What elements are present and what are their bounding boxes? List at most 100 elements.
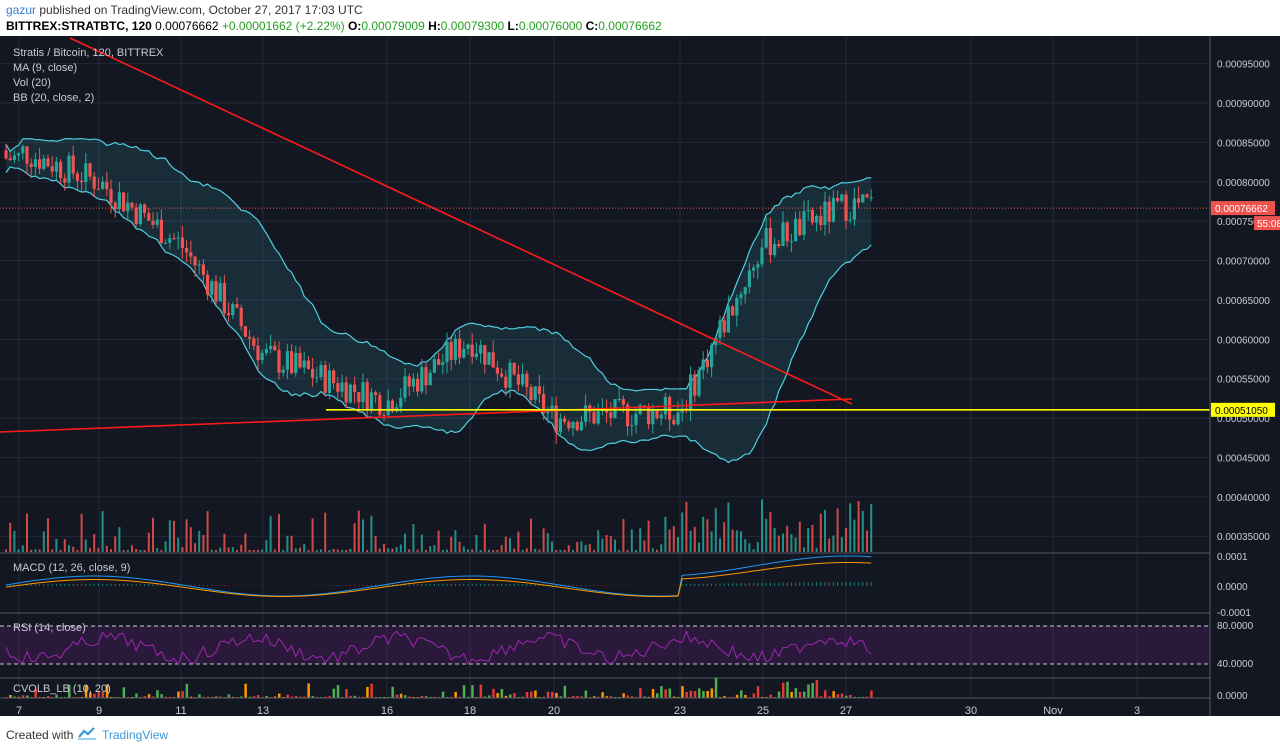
volume-bar bbox=[857, 500, 860, 552]
candle-body bbox=[743, 287, 747, 295]
volume-bar bbox=[656, 549, 658, 552]
cvolb-bar bbox=[236, 696, 239, 698]
volume-bar bbox=[555, 549, 558, 552]
support-tag: 0.00051050 bbox=[1215, 406, 1268, 417]
candle-body bbox=[441, 362, 445, 365]
volume-bar bbox=[294, 548, 297, 552]
volume-bar bbox=[668, 529, 671, 552]
candle-body bbox=[781, 222, 785, 247]
cvolb-bar bbox=[126, 696, 130, 698]
volume-bar bbox=[807, 528, 810, 552]
cvolb-bar bbox=[815, 680, 819, 698]
cvolb-bar bbox=[563, 685, 567, 698]
chart-canvas[interactable]: MACD (12, 26, close, 9) 0.0001 0.0000 -0.00… bbox=[0, 36, 1280, 717]
volume-bar bbox=[576, 541, 579, 552]
price-tick-label: 0.00070000 bbox=[1217, 257, 1270, 268]
cvolb-bar bbox=[580, 696, 583, 698]
cvolb-bar bbox=[311, 696, 315, 698]
candle-body bbox=[504, 376, 508, 388]
candle-body bbox=[756, 264, 760, 268]
volume-bar bbox=[122, 549, 125, 552]
candle-body bbox=[33, 159, 37, 168]
cvolb-bar bbox=[836, 694, 840, 698]
candle-body bbox=[672, 419, 676, 425]
rsi-tick-label: 40.0000 bbox=[1217, 659, 1254, 670]
candle-body bbox=[390, 400, 394, 412]
candle-body bbox=[550, 405, 554, 411]
candle-body bbox=[357, 392, 361, 403]
volume-bar bbox=[866, 530, 868, 552]
cvolb-bar bbox=[509, 694, 512, 698]
volume-bar bbox=[630, 529, 633, 552]
candle-body bbox=[491, 352, 495, 368]
volume-bar bbox=[378, 548, 381, 552]
candle-body bbox=[512, 362, 516, 375]
cvolb-bar bbox=[139, 696, 142, 698]
candle-body bbox=[197, 264, 201, 266]
cvolb-bar bbox=[630, 696, 634, 698]
candle-body bbox=[659, 414, 663, 419]
volume-bar bbox=[530, 518, 532, 552]
candle-body bbox=[80, 180, 84, 183]
candle-body bbox=[4, 150, 8, 159]
cvolb-bar bbox=[803, 691, 806, 698]
volume-bar bbox=[118, 527, 121, 552]
price-tick-label: 0.00075000 bbox=[1217, 217, 1270, 228]
volume-bar bbox=[819, 513, 822, 552]
ohlc-line: BITTREX:STRATBTC, 120 0.00076662 +0.0000… bbox=[6, 19, 662, 33]
volume-bar bbox=[677, 536, 679, 552]
tradingview-brand[interactable]: TradingView bbox=[102, 728, 169, 742]
candle-body bbox=[147, 212, 151, 221]
countdown-tag: 55:08 bbox=[1257, 219, 1280, 230]
cvolb-bar bbox=[408, 696, 411, 698]
cvolb-bar bbox=[614, 696, 617, 698]
volume-bar bbox=[345, 550, 348, 552]
candle-body bbox=[25, 146, 29, 164]
candle-body bbox=[495, 367, 499, 374]
volume-bar bbox=[500, 545, 503, 552]
candle-body bbox=[701, 359, 705, 371]
time-tick-label: 27 bbox=[840, 705, 852, 716]
cvolb-bar bbox=[546, 691, 550, 698]
candle-body bbox=[714, 337, 718, 346]
volume-bar bbox=[504, 536, 507, 552]
volume-bar bbox=[471, 549, 474, 552]
volume-bar bbox=[223, 533, 226, 552]
candle-body bbox=[185, 247, 189, 253]
volume-bar bbox=[408, 549, 411, 552]
candle-body bbox=[46, 158, 50, 167]
cvolb-bar bbox=[647, 696, 651, 698]
volume-bar bbox=[236, 549, 238, 552]
macd-line bbox=[5, 555, 872, 597]
volume-bar bbox=[584, 544, 587, 552]
volume-bar bbox=[756, 542, 759, 552]
cvolb-bar bbox=[735, 694, 739, 698]
open-label: O: bbox=[348, 19, 362, 33]
price-tick-label: 0.00090000 bbox=[1217, 99, 1270, 110]
chart-area[interactable]: MACD (12, 26, close, 9) 0.0001 0.0000 -0.00… bbox=[0, 36, 1280, 717]
candle-body bbox=[172, 238, 176, 240]
cvolb-bar bbox=[622, 693, 625, 698]
candle-body bbox=[668, 397, 672, 420]
cvolb-bar bbox=[181, 691, 184, 698]
candle-body bbox=[214, 281, 218, 302]
volume-bar bbox=[164, 541, 167, 552]
cvolb-bar bbox=[47, 695, 50, 698]
cvolb-bar bbox=[13, 696, 16, 698]
candle-body bbox=[655, 410, 659, 419]
volume-bar bbox=[622, 518, 625, 552]
candle-body bbox=[306, 360, 310, 369]
candle-body bbox=[798, 218, 802, 235]
high-value: 0.00079300 bbox=[440, 19, 505, 33]
cvolb-bar bbox=[93, 693, 96, 698]
candle-body bbox=[138, 204, 142, 225]
candle-body bbox=[17, 153, 21, 156]
cvolb-bar bbox=[567, 696, 571, 698]
author-link[interactable]: gazur bbox=[6, 3, 37, 17]
volume-bar bbox=[614, 539, 616, 552]
volume-bar bbox=[194, 543, 196, 552]
volume-bar bbox=[366, 549, 369, 552]
high-label: H: bbox=[428, 19, 441, 33]
volume-bar bbox=[454, 530, 457, 552]
legend-item: MA (9, close) bbox=[13, 62, 77, 74]
